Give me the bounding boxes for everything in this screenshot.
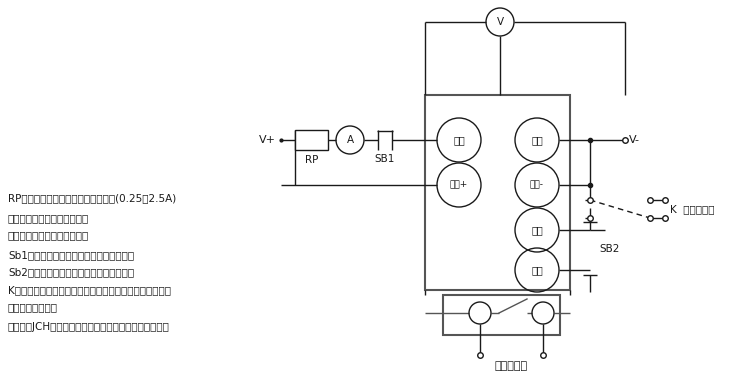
Text: SB2: SB2 — [599, 243, 619, 254]
Text: A: A — [347, 135, 353, 145]
Text: 控制延时的启动。: 控制延时的启动。 — [8, 302, 58, 312]
Text: K  接秒表启动: K 接秒表启动 — [670, 204, 715, 214]
Text: Sb2为常开按钮，用来测试放电闭锁功能。: Sb2为常开按钮，用来测试放电闭锁功能。 — [8, 267, 134, 277]
Text: Ⓥ为电压表用来监视额定电压: Ⓥ为电压表用来监视额定电压 — [8, 230, 89, 240]
Bar — [295, 130, 328, 150]
Text: 合闸: 合闸 — [531, 135, 543, 145]
Text: 电源-: 电源- — [530, 180, 544, 189]
Text: V-: V- — [629, 135, 640, 145]
Text: RP为大功率滑成变阻器用来调节电流(0.25～2.5A): RP为大功率滑成变阻器用来调节电流(0.25～2.5A) — [8, 193, 176, 203]
Text: SB1: SB1 — [375, 154, 395, 164]
Text: 重合: 重合 — [453, 135, 465, 145]
Text: RP: RP — [305, 155, 318, 165]
Text: Ⓐ为安培表用来监视合闸电流: Ⓐ为安培表用来监视合闸电流 — [8, 213, 89, 223]
Text: 接秒表停止: 接秒表停止 — [495, 361, 528, 371]
Text: V: V — [496, 17, 504, 27]
Text: K为刀开关或同一继电器的两付同时动作的常开触点，用来: K为刀开关或同一继电器的两付同时动作的常开触点，用来 — [8, 285, 171, 295]
Text: V+: V+ — [259, 135, 276, 145]
Text: Sb1为常闭按钮，用来复位合闸保持电流。: Sb1为常闭按钮，用来复位合闸保持电流。 — [8, 250, 134, 260]
Text: 另有一付JCH常开触点接秒表停止，用来停止秒表计时。: 另有一付JCH常开触点接秒表停止，用来停止秒表计时。 — [8, 322, 170, 332]
Bar — [443, 295, 560, 335]
Text: 启动: 启动 — [531, 225, 543, 235]
Bar — [425, 95, 570, 290]
Text: 放电: 放电 — [531, 265, 543, 275]
Text: 电源+: 电源+ — [450, 180, 468, 189]
